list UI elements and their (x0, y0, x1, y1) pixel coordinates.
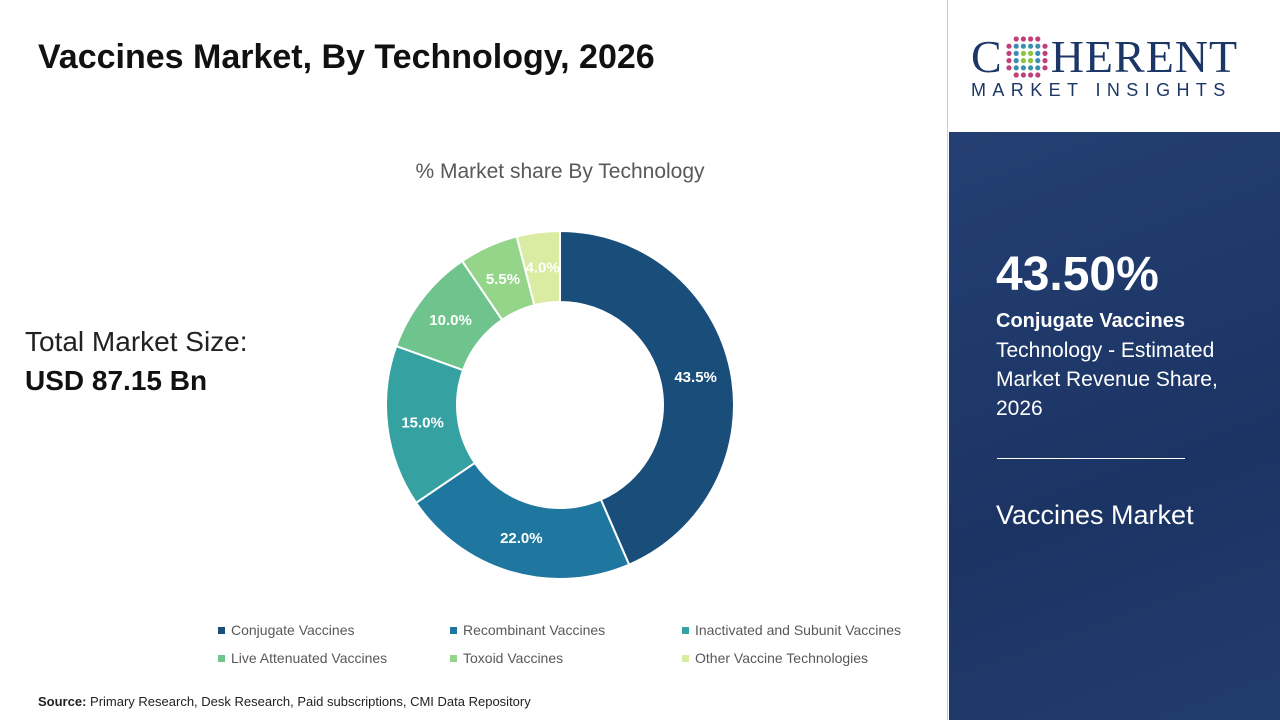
legend-swatch (682, 654, 689, 662)
divider (997, 458, 1185, 459)
legend-label: Live Attenuated Vaccines (231, 650, 388, 666)
data-label: 5.5% (486, 271, 520, 288)
legend-label: Inactivated and Subunit Vaccines (695, 622, 901, 638)
legend-swatch (218, 654, 225, 662)
legend-swatch (218, 626, 225, 634)
globe-dots-icon (1006, 35, 1048, 78)
legend-swatch (682, 626, 689, 634)
highlight-market: Vaccines Market (996, 500, 1194, 530)
source-label: Source: (38, 694, 87, 709)
slice-1 (414, 461, 631, 580)
legend-item: Recombinant Vaccines (450, 622, 682, 638)
chart-area: Vaccines Market, By Technology, 2026 % M… (25, 0, 948, 720)
logo: C HERENT MARKET INSIGHTS (949, 0, 1280, 132)
legend-swatch (450, 626, 457, 634)
data-label: 10.0% (429, 312, 472, 329)
legend-label: Recombinant Vaccines (463, 622, 606, 638)
chart-title: % Market share By Technology (415, 160, 705, 183)
donut-chart: 43.5% 22.0% 15.0% 10.0% 5.5% 4.0% (385, 229, 735, 580)
logo-wordmark: C HERENT (971, 31, 1239, 82)
data-label: 22.0% (500, 530, 543, 547)
logo-tagline: MARKET INSIGHTS (971, 80, 1232, 100)
legend-item: Conjugate Vaccines (218, 622, 450, 638)
page-title: Vaccines Market, By Technology, 2026 (38, 38, 655, 76)
slice-0 (559, 229, 735, 567)
highlight-description: Technology - Estimated Market Revenue Sh… (996, 339, 1218, 420)
data-label: 15.0% (401, 414, 444, 431)
legend-swatch (450, 654, 457, 662)
highlight-panel: 43.50% Conjugate Vaccines Technology - E… (949, 132, 1280, 720)
source-text: Primary Research, Desk Research, Paid su… (90, 694, 531, 709)
highlight-segment: Conjugate Vaccines (996, 310, 1185, 332)
slice-5 (515, 229, 561, 307)
highlight-percent: 43.50% (996, 248, 1159, 301)
source-note: Source: Primary Research, Desk Research,… (38, 694, 531, 709)
data-label: 43.5% (674, 369, 717, 386)
data-label: 4.0% (526, 260, 560, 277)
legend-item: Toxoid Vaccines (450, 650, 682, 666)
total-market-label: Total Market Size: (25, 326, 248, 357)
legend-item: Live Attenuated Vaccines (218, 650, 450, 666)
legend-label: Other Vaccine Technologies (695, 650, 869, 666)
legend-label: Conjugate Vaccines (231, 622, 355, 638)
legend-label: Toxoid Vaccines (463, 650, 564, 666)
side-panel: C HERENT MARKET INSIGHTS 43.50% Conjugat… (949, 0, 1280, 720)
total-market-value: USD 87.15 Bn (25, 365, 208, 396)
legend-item: Other Vaccine Technologies (682, 650, 932, 666)
legend: Conjugate Vaccines Recombinant Vaccines In… (218, 622, 938, 666)
legend-item: Inactivated and Subunit Vaccines (682, 622, 932, 638)
